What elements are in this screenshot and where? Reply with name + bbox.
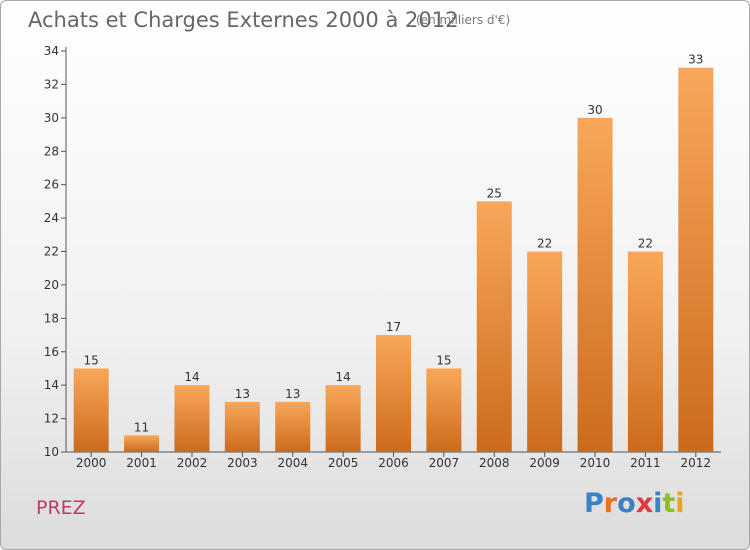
x-tick-label: 2007 [429, 456, 460, 470]
bar-2006 [376, 335, 411, 452]
x-tick-label: 2009 [529, 456, 560, 470]
bar-2010 [577, 117, 613, 452]
bar-2005 [325, 385, 361, 452]
y-tick-label: 14 [44, 378, 59, 392]
bar-2007 [426, 368, 462, 452]
bars [73, 67, 714, 452]
y-tick-label: 30 [44, 111, 59, 125]
x-tick-label: 2002 [177, 456, 208, 470]
x-tick-label: 2011 [630, 456, 661, 470]
data-label-2001: 11 [134, 420, 149, 434]
logo-letter: i [675, 488, 685, 519]
logo-letter: P [584, 488, 604, 519]
y-axis: 10 12 14 16 18 20 22 24 26 28 30 32 34 [44, 44, 67, 459]
y-tick-label: 32 [44, 77, 59, 91]
x-tick-label: 2000 [76, 456, 107, 470]
y-tick-label: 12 [44, 412, 59, 426]
x-axis: 2000 2001 2002 2003 2004 2005 2006 2007 2008 2009… [66, 451, 721, 470]
chart-title: Achats et Charges Externes 2000 à 2012 [28, 8, 459, 32]
data-label-2003: 13 [235, 387, 250, 401]
bar-2002 [174, 385, 210, 452]
data-label-2011: 22 [638, 237, 653, 251]
logo-letter: x [635, 488, 654, 519]
data-labels: 15 11 14 13 13 14 17 15 25 22 30 22 33 [84, 53, 704, 435]
y-tick-label: 18 [44, 311, 59, 325]
data-label-2008: 25 [487, 186, 502, 200]
data-label-2004: 13 [285, 387, 300, 401]
data-label-2010: 30 [587, 103, 602, 117]
data-label-2002: 14 [184, 370, 199, 384]
y-tick-label: 34 [44, 44, 59, 58]
x-tick-label: 2010 [580, 456, 611, 470]
x-tick-label: 2003 [227, 456, 258, 470]
x-tick-label: 2008 [479, 456, 510, 470]
data-label-2000: 15 [84, 353, 99, 367]
bar-2000 [73, 368, 109, 452]
y-tick-label: 28 [44, 144, 59, 158]
data-label-2007: 15 [436, 353, 451, 367]
x-tick-label: 2004 [277, 456, 308, 470]
y-tick-label: 24 [44, 211, 59, 225]
bar-2003 [224, 401, 260, 452]
commune-name: PREZ [36, 497, 86, 519]
bar-2004 [275, 401, 311, 452]
proxiti-logo[interactable]: Proxiti [584, 488, 685, 519]
y-tick-label: 10 [44, 445, 59, 459]
bar-2009 [527, 251, 563, 452]
logo-letter: r [603, 488, 618, 519]
data-label-2006: 17 [386, 320, 401, 334]
x-tick-label: 2005 [328, 456, 359, 470]
logo-letter: t [662, 488, 676, 519]
x-tick-label: 2001 [126, 456, 157, 470]
bar-2012 [678, 67, 714, 452]
bar-2001 [124, 435, 160, 452]
y-tick-label: 16 [44, 345, 59, 359]
bar-2011 [627, 251, 663, 452]
x-tick-label: 2006 [378, 456, 409, 470]
data-label-2009: 22 [537, 237, 552, 251]
logo-letter: o [617, 488, 636, 519]
x-tick-label: 2012 [681, 456, 712, 470]
y-tick-label: 20 [44, 278, 59, 292]
chart-unit: (en milliers d'€) [416, 13, 511, 27]
logo-letter: i [653, 488, 663, 519]
y-tick-label: 26 [44, 178, 59, 192]
data-label-2005: 14 [335, 370, 350, 384]
data-label-2012: 33 [688, 53, 703, 67]
y-tick-label: 22 [44, 245, 59, 259]
bar-2008 [476, 201, 512, 452]
